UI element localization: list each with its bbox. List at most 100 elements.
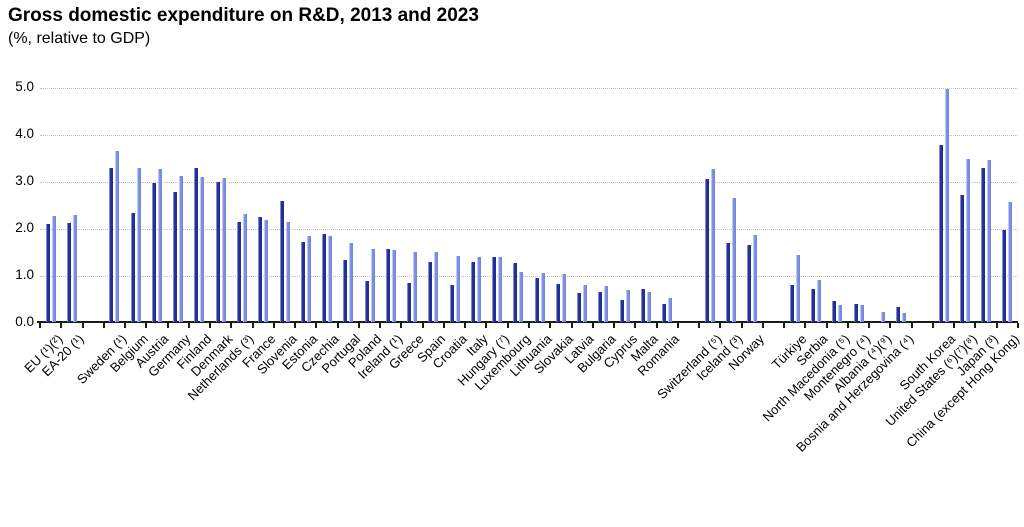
bar-2013-montenegro [853, 304, 858, 322]
x-axis-tick [294, 323, 297, 328]
y-tick-label: 4.0 [15, 126, 34, 141]
bar-2023-slovakia [561, 273, 566, 322]
bar-2023-czechia [328, 236, 333, 322]
x-axis-tick [676, 323, 679, 328]
bar-2023-slovenia [285, 222, 290, 322]
x-axis-tick [974, 323, 977, 328]
bar-2023-switzerland [710, 169, 715, 322]
bar-2023-albania [880, 312, 885, 322]
gridline-1.0 [40, 276, 1018, 277]
x-axis-tick [485, 323, 488, 328]
x-axis-line [37, 321, 1018, 323]
bar-2023-sweden [115, 150, 120, 322]
bar-2013-north-macedonia [832, 301, 837, 322]
x-axis-tick [613, 323, 616, 328]
bar-2013-slovakia [555, 284, 560, 322]
bar-2023-netherlands [242, 213, 247, 322]
x-axis-tick [379, 323, 382, 328]
x-axis-tick [272, 323, 275, 328]
x-axis-tick [230, 323, 233, 328]
x-axis-tick [549, 323, 552, 328]
title-block: Gross domestic expenditure on R&D, 2013 … [8, 4, 479, 49]
bar-2023-luxembourg [519, 272, 524, 322]
chart-title: Gross domestic expenditure on R&D, 2013 … [8, 5, 479, 26]
bar-2013-germany [173, 191, 178, 322]
x-axis-tick [570, 323, 573, 328]
bar-2023-belgium [136, 168, 141, 322]
bar-2013-greece [407, 283, 412, 322]
bar-2023-norway [753, 235, 758, 322]
bar-2023-portugal [349, 242, 354, 322]
bar-2013-poland [364, 281, 369, 322]
bar-2013-ireland [385, 249, 390, 322]
bar-2013-latvia [577, 292, 582, 322]
gridline-3.0 [40, 182, 1018, 183]
x-axis-tick [166, 323, 169, 328]
bar-2013-malta [640, 288, 645, 322]
x-axis-tick [251, 323, 254, 328]
bar-2013-romania [662, 303, 667, 322]
x-axis-tick [357, 323, 360, 328]
x-axis-tick [719, 323, 722, 328]
bar-2013-norway [747, 244, 752, 322]
bar-2013-t-rkiye [789, 284, 794, 322]
x-axis-tick [506, 323, 509, 328]
bar-2013-united-states [959, 195, 964, 322]
x-axis-tick [315, 323, 318, 328]
y-tick-label: 0.0 [15, 314, 34, 329]
bar-2013-cyprus [619, 299, 624, 322]
bar-2023-greece [413, 251, 418, 322]
bar-2023-germany [179, 175, 184, 322]
bar-2013-sweden [109, 168, 114, 322]
bar-2013-portugal [343, 259, 348, 322]
bar-2013-denmark [215, 182, 220, 322]
bar-2023-italy [476, 257, 481, 322]
x-axis-tick [591, 323, 594, 328]
x-axis-tick [995, 323, 998, 328]
bar-2013-lithuania [534, 277, 539, 322]
gridline-5.0 [40, 88, 1018, 89]
bar-2023-north-macedonia [838, 304, 843, 322]
x-axis-tick [145, 323, 148, 328]
bar-2023-lithuania [540, 273, 545, 322]
x-axis-tick [187, 323, 190, 328]
bar-2013-iceland [725, 242, 730, 322]
x-axis-tick [124, 323, 127, 328]
bar-2023-romania [668, 297, 673, 322]
bar-2013-serbia [811, 289, 816, 322]
bar-2023-france [264, 219, 269, 322]
bar-2023-latvia [583, 284, 588, 322]
x-axis-tick [464, 323, 467, 328]
bar-2013-slovenia [279, 200, 284, 322]
x-axis-tick [400, 323, 403, 328]
bar-2013-netherlands [236, 221, 241, 322]
bar-2013-austria [151, 182, 156, 322]
bar-2023-serbia [817, 280, 822, 322]
x-axis-tick [889, 323, 892, 328]
x-axis-tick [442, 323, 445, 328]
bar-2023-japan [987, 160, 992, 322]
x-axis-tick [655, 323, 658, 328]
bar-2013-bulgaria [598, 291, 603, 322]
bar-2013-south-korea [938, 144, 943, 322]
x-axis-tick [634, 323, 637, 328]
bar-2013-france [258, 217, 263, 322]
bar-2013-czechia [322, 233, 327, 322]
x-axis-tick [336, 323, 339, 328]
bar-2023-bulgaria [604, 285, 609, 322]
bar-2023-malta [646, 291, 651, 322]
x-axis-tick [825, 323, 828, 328]
x-axis-tick [740, 323, 743, 328]
bar-2013-estonia [300, 241, 305, 322]
bar-2013-spain [428, 262, 433, 322]
bar-2023-south-korea [944, 89, 949, 322]
x-axis-tick [761, 323, 764, 328]
x-axis-tick [783, 323, 786, 328]
bar-2013-hungary [492, 256, 497, 322]
gridline-2.0 [40, 229, 1018, 230]
bar-2023-finland [200, 177, 205, 322]
x-axis-tick [81, 323, 84, 328]
bar-2023-croatia [455, 256, 460, 322]
x-axis-tick [931, 323, 934, 328]
